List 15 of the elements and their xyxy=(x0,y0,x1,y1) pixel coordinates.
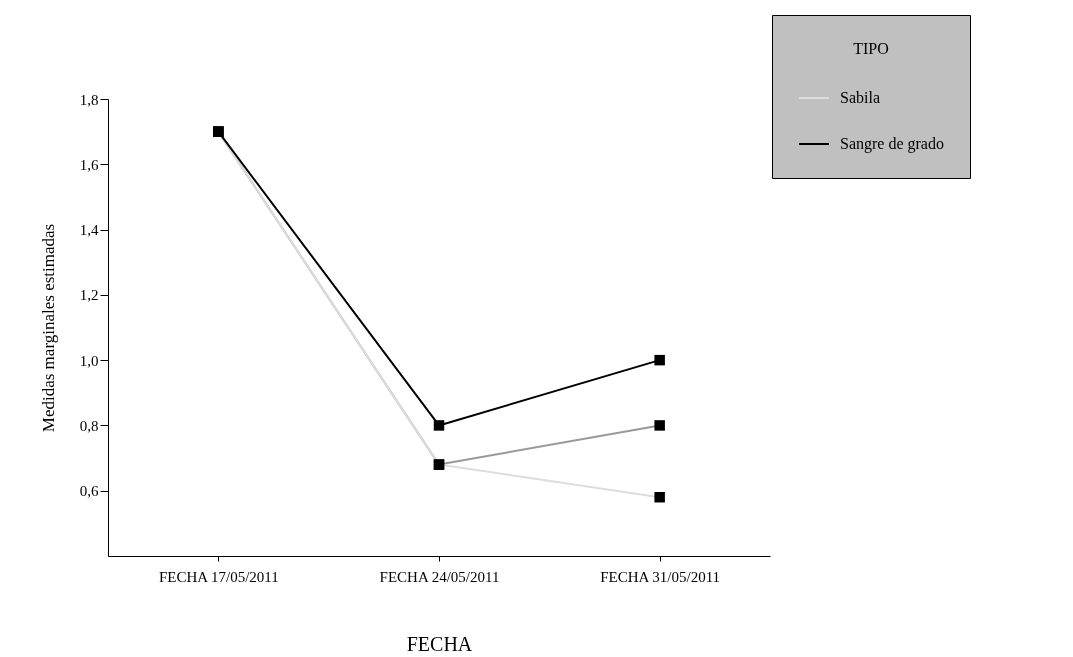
x-axis-title: FECHA xyxy=(406,632,473,655)
y-tick-label: 1,2 xyxy=(79,287,99,304)
y-tick-label: 1,4 xyxy=(79,222,99,239)
legend-label: Sangre de grado xyxy=(840,135,944,153)
y-axis-title: Medidas marginales estimadas xyxy=(38,223,58,433)
y-tick-label: 0,8 xyxy=(79,417,99,434)
y-tick-label: 1,0 xyxy=(79,352,99,369)
y-tick-label: 1,8 xyxy=(79,91,99,108)
y-tick-label: 1,6 xyxy=(79,156,99,173)
x-tick-label: FECHA 24/05/2011 xyxy=(379,568,500,585)
y-tick-label: 0,6 xyxy=(79,483,99,500)
legend-title: TIPO xyxy=(853,40,889,57)
x-tick-label: FECHA 17/05/2011 xyxy=(158,568,279,585)
legend-label: Sabila xyxy=(840,89,880,106)
x-tick-label: FECHA 31/05/2011 xyxy=(600,568,721,585)
